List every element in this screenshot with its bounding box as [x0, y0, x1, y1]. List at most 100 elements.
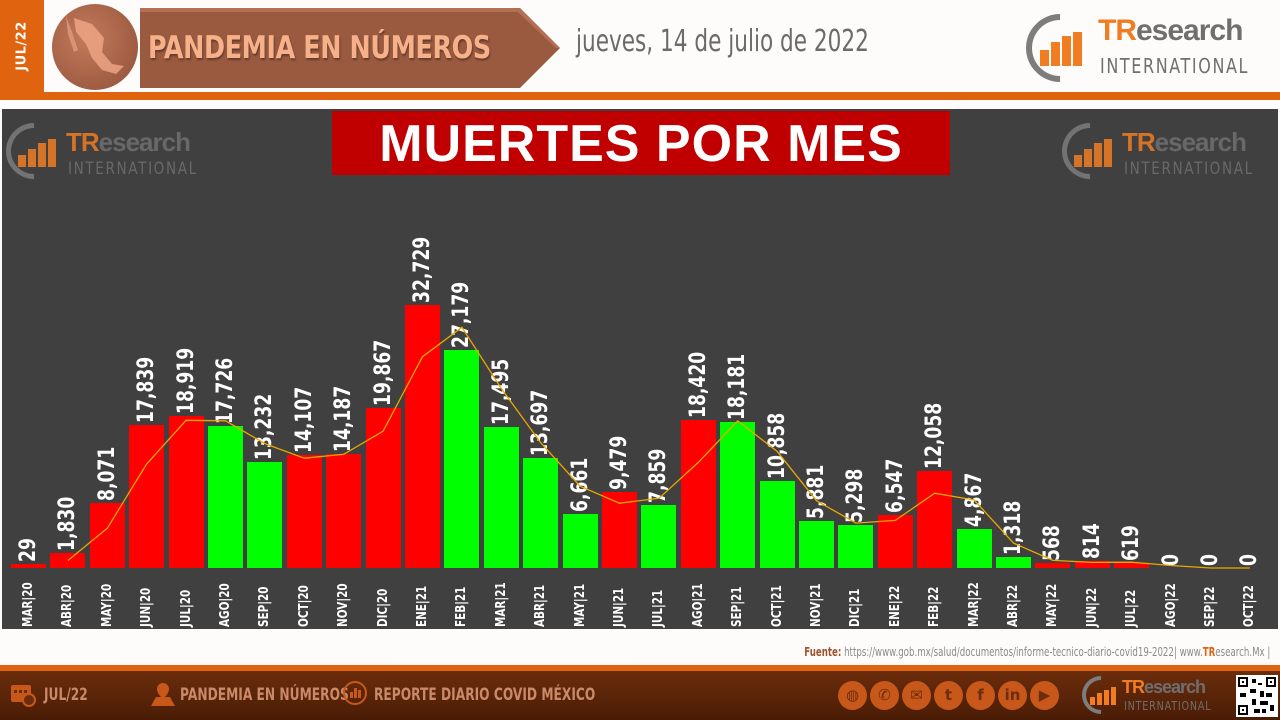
bar-sep-21	[720, 421, 756, 568]
x-axis-label: ENE|21	[415, 585, 430, 627]
footer-divider	[0, 665, 1280, 671]
email-icon[interactable]: ✉	[902, 681, 931, 710]
value-label: 18,181	[725, 353, 751, 420]
bar-dic-21	[838, 525, 874, 568]
x-axis-label: SEP|21	[730, 586, 746, 628]
value-label: 1,830	[55, 496, 81, 552]
header: JUL/22 PANDEMIA EN NÚMEROS jueves, 14 de…	[0, 0, 1280, 97]
x-axis-label: SEP|20	[257, 586, 273, 628]
value-label: 4,867	[961, 472, 987, 527]
footer: JUL/22 PANDEMIA EN NÚMEROS REPORTE DIARI…	[0, 668, 1280, 720]
x-axis-label: OCT|20	[296, 585, 312, 627]
map-pin-icon	[151, 683, 175, 706]
bar-jun-20	[129, 424, 165, 568]
value-label: 27,179	[449, 281, 475, 348]
x-axis-label: JUL|20	[178, 589, 194, 627]
bar-nov-20	[326, 453, 362, 568]
website-link[interactable]: www.TResearch.Mx	[1179, 645, 1265, 659]
logo-bars-icon	[18, 139, 56, 167]
x-axis-label: DIC|20	[375, 588, 391, 627]
bar-mar-22	[956, 528, 992, 568]
bar-jun-22	[1074, 561, 1110, 568]
x-axis-label: JUN|21	[612, 587, 627, 627]
value-label: 19,867	[370, 340, 396, 407]
x-axis-label: MAY|21	[572, 583, 588, 627]
x-axis-label: ABR|21	[533, 584, 549, 627]
x-axis-label: JUL|22	[1124, 589, 1140, 627]
value-label: 13,697	[528, 389, 554, 456]
chart-title-box: MUERTES POR MES	[332, 111, 950, 175]
tresearch-logo: TResearch INTERNATIONAL	[1011, 0, 1264, 97]
logo-bars-icon	[1090, 687, 1116, 705]
footer-logo: TResearch INTERNATIONAL	[1074, 668, 1222, 720]
bar-may-22	[1035, 563, 1071, 568]
linkedin-icon[interactable]: in	[998, 681, 1027, 710]
bar-mar-20	[11, 564, 46, 568]
watermark-logo-right: TResearch INTERNATIONAL	[1050, 111, 1272, 191]
chart-panel: MUERTES POR MES TResearch INTERNATIONAL …	[0, 109, 1278, 629]
calendar-clock-icon	[11, 685, 36, 707]
x-axis-label: AGO|22	[1163, 583, 1179, 627]
footer-pandemia: PANDEMIA EN NÚMEROS	[180, 685, 349, 705]
x-axis-label: AGO|21	[690, 583, 706, 627]
value-label: 14,107	[291, 386, 317, 453]
value-label: 8,071	[94, 446, 120, 502]
bar-feb-22	[917, 471, 953, 568]
banner-title: PANDEMIA EN NÚMEROS	[148, 30, 491, 66]
logo-bars-icon	[1074, 139, 1112, 167]
report-date: jueves, 14 de julio de 2022	[576, 24, 869, 59]
value-label: 9,479	[607, 435, 632, 490]
bar-sep-20	[247, 461, 283, 568]
bar-abr-21	[523, 457, 559, 568]
value-label: 10,858	[764, 412, 790, 479]
bar-abr-22	[996, 557, 1031, 568]
x-axis-label: MAR|21	[493, 582, 509, 627]
x-axis-label: MAY|20	[99, 583, 115, 627]
bar-may-20	[89, 503, 125, 568]
phone-icon[interactable]: ✆	[870, 681, 899, 710]
bar-jun-21	[602, 491, 637, 568]
value-label: 32,729	[410, 236, 435, 303]
x-axis-label: MAR|22	[966, 582, 982, 627]
qr-code[interactable]	[1236, 675, 1278, 717]
value-label: 568	[1040, 525, 1066, 562]
footer-reporte: REPORTE DIARIO COVID MÉXICO	[374, 685, 596, 705]
value-label: 6,547	[882, 459, 908, 514]
value-label: 17,495	[488, 359, 514, 426]
globe-icon[interactable]: ◍	[838, 681, 867, 710]
bar-oct-20	[286, 454, 322, 568]
chart-title: MUERTES POR MES	[379, 115, 903, 173]
value-label: 6,661	[567, 458, 593, 513]
mexico-map-icon	[52, 4, 138, 90]
x-axis-label: NOV|21	[809, 583, 824, 627]
x-axis-label: FEB|22	[927, 586, 943, 627]
facebook-icon[interactable]: f	[966, 681, 995, 710]
source-url[interactable]: https://www.gob.mx/salud/documentos/info…	[843, 645, 1174, 659]
banner-arrow-shape	[140, 8, 560, 88]
x-axis-label: ENE|22	[887, 585, 903, 627]
bar-may-21	[562, 514, 598, 568]
bar-ene-21	[405, 305, 440, 568]
bar-nov-21	[799, 520, 834, 568]
x-axis-label: NOV|20	[336, 583, 352, 627]
value-label: 0	[1237, 554, 1263, 566]
source-line: Fuente: https://www.gob.mx/salud/documen…	[803, 645, 1270, 659]
value-label: 12,058	[922, 402, 948, 470]
bar-jul-21	[641, 504, 677, 568]
twitter-icon[interactable]: t	[934, 681, 963, 710]
x-axis-label: MAY|22	[1045, 583, 1061, 627]
x-axis-label: JUL|21	[651, 589, 667, 627]
value-label: 814	[1079, 523, 1105, 560]
value-label: 0	[1198, 554, 1223, 566]
side-date-tab: JUL/22	[0, 0, 44, 92]
x-axis-label: ABR|22	[1006, 584, 1021, 627]
logo-bars-icon	[1040, 32, 1082, 66]
bar-feb-21	[444, 349, 480, 568]
watermark-logo-left: TResearch INTERNATIONAL	[0, 111, 216, 191]
value-label: 5,881	[804, 464, 829, 519]
x-axis-label: SEP|22	[1203, 586, 1218, 628]
title-banner: PANDEMIA EN NÚMEROS	[52, 4, 562, 90]
x-axis-label: FEB|21	[454, 586, 470, 627]
youtube-icon[interactable]: ▶	[1030, 681, 1059, 710]
x-axis-label: ABR|20	[60, 584, 76, 627]
